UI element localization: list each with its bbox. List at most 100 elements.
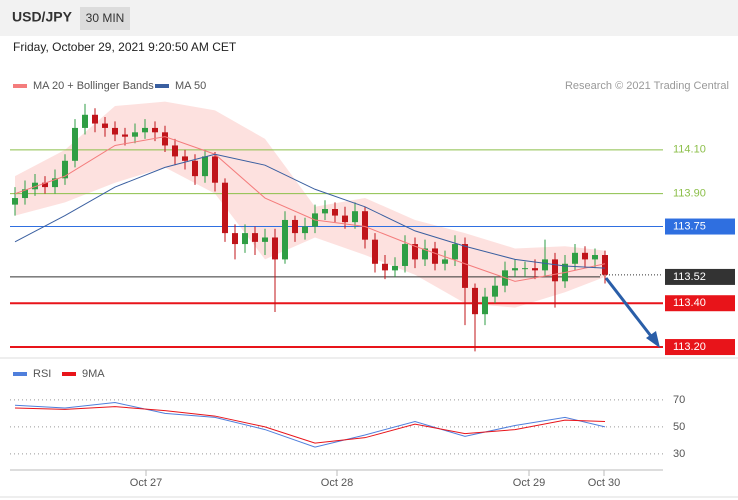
legend-swatch-rsi xyxy=(13,372,27,376)
candle-body xyxy=(12,198,18,205)
candle-body xyxy=(512,268,518,271)
candle-body xyxy=(212,156,218,183)
candle-body xyxy=(152,127,158,133)
level-label: 113.52 xyxy=(673,271,706,283)
candle-body xyxy=(472,287,478,315)
plot-layer: 114.10 113.90 113.75 113.52 113.40 113.20 70 50… xyxy=(10,101,735,489)
level-label: 113.20 xyxy=(673,341,706,353)
candle-body xyxy=(92,114,98,124)
candle-body xyxy=(272,237,278,260)
x-tick-label: Oct 30 xyxy=(588,477,620,489)
source: Research © 2021 Trading Central xyxy=(565,80,729,92)
y-tick-label: 30 xyxy=(673,448,685,460)
level-label: 113.40 xyxy=(673,297,706,309)
candle-body xyxy=(222,182,228,234)
level-label: 113.90 xyxy=(673,188,706,200)
forecast-arrow xyxy=(604,277,656,341)
candle-body xyxy=(342,215,348,223)
bollinger-band xyxy=(15,149,65,216)
candle-body xyxy=(522,268,528,270)
candle-body xyxy=(452,244,458,260)
candle-body xyxy=(242,233,248,245)
y-tick-label: 70 xyxy=(673,394,685,406)
candle-body xyxy=(122,134,128,137)
candle-body xyxy=(162,132,168,146)
candle-body xyxy=(252,233,258,242)
candle-body xyxy=(192,160,198,177)
legend-rsi: RSI xyxy=(33,368,51,380)
candle-body xyxy=(102,123,108,128)
candle-body xyxy=(112,127,118,135)
candle-body xyxy=(72,127,78,161)
candle-body xyxy=(492,285,498,297)
candle-body xyxy=(172,145,178,157)
candle-body xyxy=(32,182,38,190)
forecast-arrowhead xyxy=(646,331,660,348)
candle-body xyxy=(402,244,408,266)
candle-body xyxy=(462,244,468,288)
candle-body xyxy=(552,259,558,282)
candle-body xyxy=(372,239,378,264)
candle-body xyxy=(22,189,28,199)
legend-band: MA 20 + Bollinger Bands xyxy=(33,80,154,92)
candle-body xyxy=(62,160,68,179)
legend-9ma: 9MA xyxy=(82,368,105,380)
candle-body xyxy=(262,237,268,242)
candle-body xyxy=(542,259,548,271)
rsi-line xyxy=(14,402,606,448)
legend-swatch-ma50 xyxy=(155,84,169,88)
candle-body xyxy=(52,178,58,188)
candle-body xyxy=(132,132,138,137)
level-box xyxy=(665,295,735,312)
level-label: 113.75 xyxy=(673,220,706,232)
ma20-line xyxy=(14,136,606,282)
level-box xyxy=(665,339,735,356)
level-box xyxy=(665,218,735,235)
x-tick-label: Oct 28 xyxy=(321,477,353,489)
candle-body xyxy=(392,265,398,271)
y-tick-label: 50 xyxy=(673,421,685,433)
candle-body xyxy=(202,156,208,177)
candle-body xyxy=(282,219,288,260)
bollinger-band xyxy=(65,106,115,203)
legend-swatch-band xyxy=(13,84,27,88)
candle-body xyxy=(432,248,438,264)
candle-body xyxy=(42,182,48,188)
symbol: USD/JPY xyxy=(12,9,73,25)
candle-body xyxy=(302,226,308,234)
candle-body xyxy=(82,114,88,128)
candle-body xyxy=(382,263,388,271)
bollinger-band xyxy=(215,110,265,260)
candle-body xyxy=(572,252,578,264)
bollinger-band xyxy=(115,101,165,183)
candle-body xyxy=(232,233,238,245)
candle-body xyxy=(362,211,368,240)
candle-body xyxy=(182,156,188,161)
candle-body xyxy=(442,259,448,264)
timeframe-badge xyxy=(80,7,130,30)
candle-body xyxy=(602,255,608,275)
legend-ma50: MA 50 xyxy=(175,80,206,92)
candle-body xyxy=(142,127,148,133)
candle-body xyxy=(352,211,358,223)
candle-body xyxy=(482,296,488,315)
candle-body xyxy=(412,244,418,260)
x-tick-label: Oct 29 xyxy=(513,477,545,489)
candle-body xyxy=(332,209,338,216)
candle-body xyxy=(322,209,328,214)
candle-body xyxy=(582,252,588,260)
timeframe: 30 MIN xyxy=(86,11,125,25)
candle-body xyxy=(422,248,428,260)
candle-body xyxy=(592,255,598,260)
ma50-line xyxy=(14,153,606,269)
bollinger-band xyxy=(415,219,465,304)
rsi-line xyxy=(14,406,606,444)
level-box xyxy=(665,268,735,285)
date: Friday, October 29, 2021 9:20:50 AM CET xyxy=(13,40,237,54)
legend-swatch-9ma xyxy=(62,372,76,376)
candle-body xyxy=(532,268,538,271)
candle-body xyxy=(292,219,298,234)
level-label: 114.10 xyxy=(673,144,706,156)
x-tick-label: Oct 27 xyxy=(130,477,162,489)
